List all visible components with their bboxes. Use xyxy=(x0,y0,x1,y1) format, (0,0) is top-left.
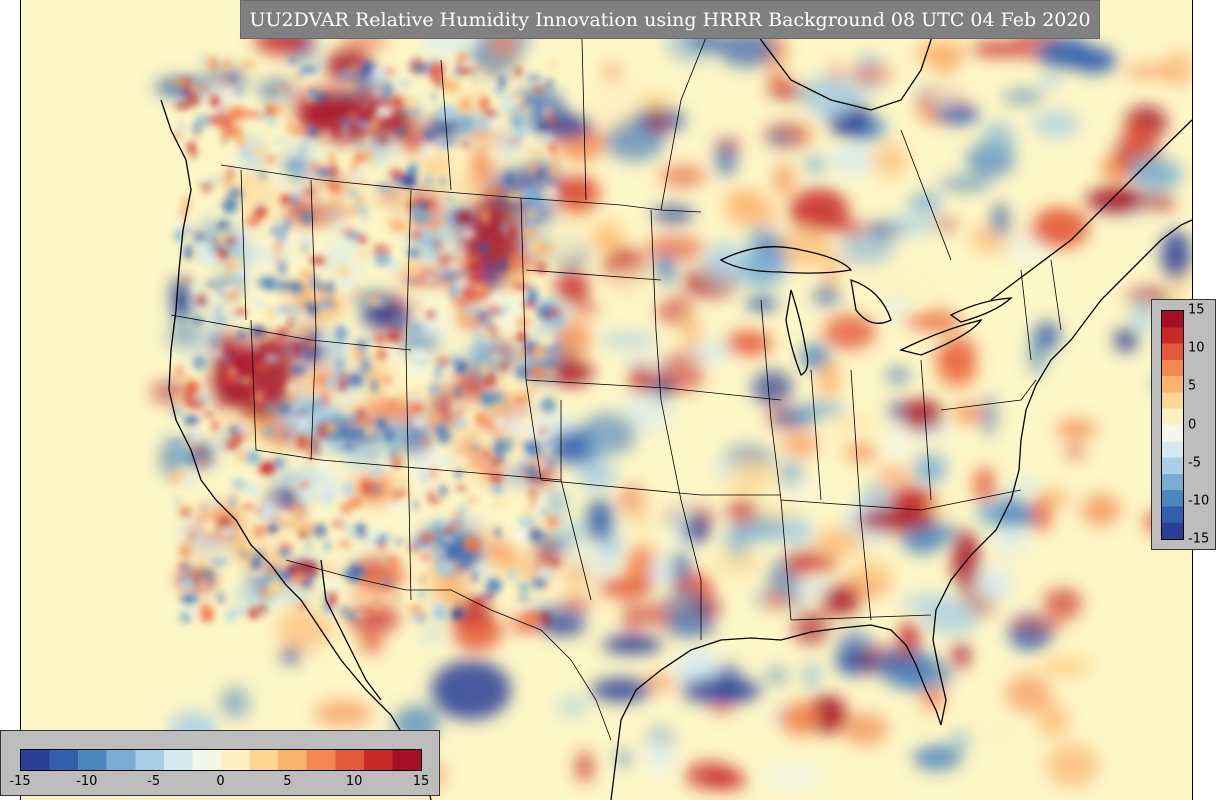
colorbar-tick-label: -5 xyxy=(147,774,161,789)
coastlines xyxy=(160,0,1192,800)
colorbar-tick-label: -5 xyxy=(1188,455,1201,471)
colorbar-tick-label: 10 xyxy=(345,774,363,789)
map-title: UU2DVAR Relative Humidity Innovation usi… xyxy=(240,0,1100,39)
colorbar-tick-label: 5 xyxy=(283,774,292,789)
map-canvas xyxy=(20,0,1193,800)
colorbar-tick-label: 15 xyxy=(412,774,430,789)
colorbar-tick-label: 10 xyxy=(1188,340,1205,356)
colorbar-tick-label: 15 xyxy=(1188,302,1205,318)
colorbar-tick-label: -10 xyxy=(76,774,98,789)
colorbar-tick-label: 0 xyxy=(1188,417,1197,432)
colorbar-tick-label: 5 xyxy=(1188,378,1197,394)
colorbar-tick-label: 0 xyxy=(216,774,225,789)
horizontal-colorbar-gradient xyxy=(20,749,422,771)
colorbar-tick-label: -10 xyxy=(1188,493,1210,509)
political-borders xyxy=(170,0,1062,741)
colorbar-tick-label: -15 xyxy=(1188,531,1210,547)
humidity-field xyxy=(21,0,1192,800)
vertical-colorbar-gradient xyxy=(1161,310,1184,540)
horizontal-colorbar: -15 -10 -5 0 5 10 15 xyxy=(0,730,440,796)
colorbar-tick-label: -15 xyxy=(9,774,31,789)
vertical-colorbar: 15 10 5 0 -5 -10 -15 xyxy=(1151,299,1216,550)
